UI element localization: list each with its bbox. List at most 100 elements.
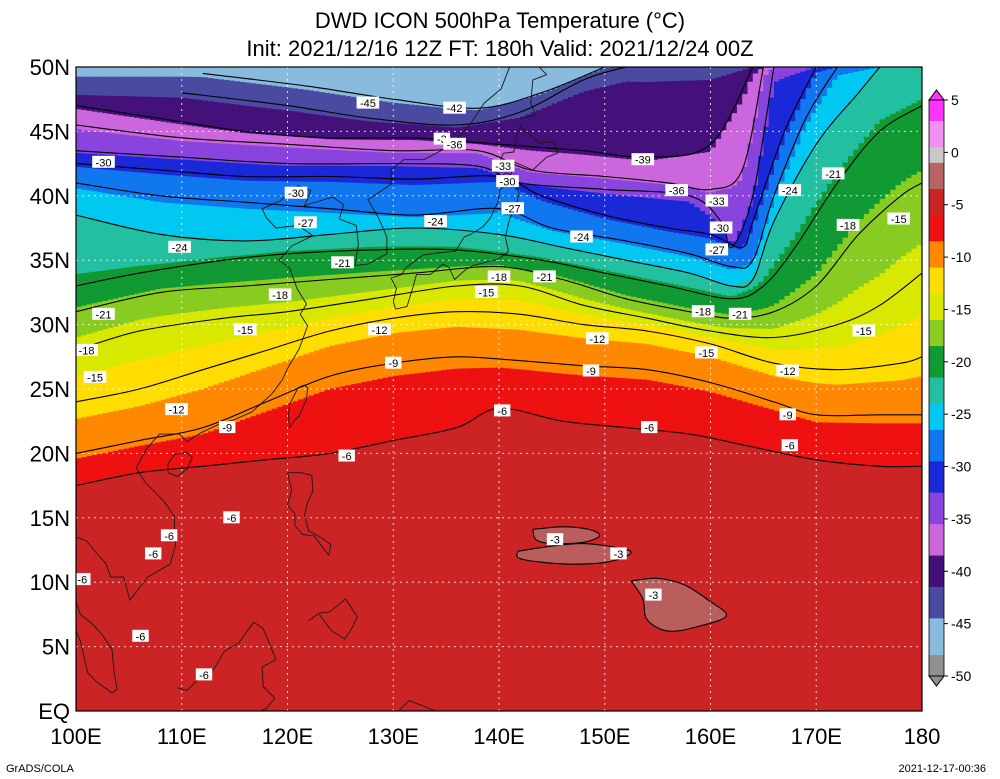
contour-label: -30 <box>284 186 308 200</box>
coastline <box>398 700 436 711</box>
plot-frame <box>75 66 923 712</box>
contour-label: -6 <box>76 573 91 587</box>
contour-label: -33 <box>705 194 729 208</box>
contour-label: -36 <box>665 184 688 198</box>
isotherm <box>181 67 627 126</box>
lon-tick-label: 170E <box>791 724 842 749</box>
contour-labels: -45 -42 -3 -36 -33 -30 -39 -36 -33 -30 -30 -27 -27 -2… <box>76 96 910 682</box>
lon-tick-label: 110E <box>157 724 207 749</box>
isotherm <box>76 67 817 249</box>
isotherm <box>76 272 922 351</box>
colorbar: 5 0 -5 -10 -15 -20 -25 -30 -35 -40 -45 -50 <box>928 89 971 687</box>
lat-tick-label: 30N <box>30 313 70 338</box>
contour-label: -12 <box>165 403 188 417</box>
lat-tick-label: 15N <box>30 506 70 531</box>
coastline <box>308 598 358 640</box>
contour-label: -6 <box>160 529 178 543</box>
contour-label: -12 <box>776 364 799 378</box>
contour-label: -3 <box>546 533 564 547</box>
colorbar-tick-label: -40 <box>951 563 971 579</box>
coastline <box>287 472 332 556</box>
contour-label: -6 <box>145 547 162 561</box>
contour-label: -36 <box>443 137 466 151</box>
lat-tick-label: 20N <box>30 441 70 466</box>
isotherm <box>202 67 606 109</box>
axis-labels: EQ 5N 10N 15N 20N 25N 30N 35N 40N 45N 50N 100E 110E 1… <box>30 55 941 749</box>
contour-label: -6 <box>223 511 240 525</box>
coastline <box>520 67 548 119</box>
contour-label: -45 <box>356 96 380 110</box>
colorbar-tick-label: 0 <box>951 144 959 160</box>
colorbar-tick-label: 5 <box>951 92 959 108</box>
map-subtitle: Init: 2021/12/16 12Z FT: 180h Valid: 202… <box>246 36 754 61</box>
contour-label: -21 <box>821 167 845 181</box>
lon-tick-label: 180 <box>904 724 941 749</box>
lat-tick-label: 45N <box>30 119 70 144</box>
contour-label: -21 <box>728 307 752 321</box>
colorbar-tick-label: -10 <box>951 249 971 265</box>
contour-label: -9 <box>779 408 796 422</box>
colorbar-tick-label: -45 <box>951 616 971 632</box>
contour-label: -24 <box>424 215 447 229</box>
contour-label: -6 <box>338 449 355 463</box>
lat-tick-label: 25N <box>30 377 70 402</box>
contour-label: -27 <box>705 243 729 257</box>
warm-pocket <box>516 543 632 565</box>
map-title: DWD ICON 500hPa Temperature (°C) <box>314 8 686 33</box>
software-credit: GrADS/COLA <box>6 763 74 775</box>
contour-label: -15 <box>475 285 498 299</box>
contour-label: -39 <box>631 153 655 167</box>
lon-tick-label: 130E <box>368 724 419 749</box>
contour-label: -12 <box>586 332 609 346</box>
contour-label: -21 <box>533 270 556 284</box>
contour-label: -24 <box>570 230 593 244</box>
contour-label: -27 <box>501 202 524 216</box>
contour-label: -24 <box>778 184 802 198</box>
contour-label: -6 <box>781 439 798 453</box>
lat-tick-label: 10N <box>30 570 70 595</box>
isotherm <box>76 356 922 454</box>
lat-tick-label: EQ <box>38 699 70 724</box>
contour-label: -6 <box>195 668 213 682</box>
contour-label: -30 <box>92 155 115 169</box>
contour-label: -12 <box>368 323 391 337</box>
contour-label: -6 <box>641 421 658 435</box>
colorbar-tick-label: -50 <box>951 668 971 684</box>
contour-label: -9 <box>385 356 402 370</box>
contour-label: -6 <box>494 404 511 418</box>
contour-label: -30 <box>709 221 733 235</box>
contour-label: -6 <box>132 629 149 643</box>
colorbar-min-arrow <box>928 675 945 687</box>
coastline <box>76 67 511 601</box>
contour-label: -9 <box>219 421 236 435</box>
isotherm <box>76 67 838 269</box>
lat-tick-label: 35N <box>30 248 70 273</box>
lon-tick-label: 160E <box>685 724 736 749</box>
lon-tick-label: 100E <box>50 724 101 749</box>
contour-label: -18 <box>268 288 292 302</box>
lat-tick-label: 40N <box>30 184 70 209</box>
contour-label: -18 <box>76 343 98 357</box>
contour-label: -30 <box>496 175 519 189</box>
contour-label: -15 <box>887 212 910 226</box>
contour-label: -21 <box>92 307 115 321</box>
contour-label: -24 <box>168 240 191 254</box>
coastline <box>167 451 193 478</box>
isotherm <box>76 182 922 319</box>
coastline <box>390 178 520 310</box>
colorbar-tick-label: -35 <box>951 511 971 527</box>
lat-tick-label: 50N <box>30 55 70 80</box>
lon-tick-label: 140E <box>473 724 524 749</box>
contour-label: -27 <box>294 216 317 230</box>
contour-label: -18 <box>487 270 511 284</box>
isotherm <box>76 67 881 288</box>
isotherm-contours <box>76 67 922 632</box>
colorbar-tick-label: -20 <box>951 354 971 370</box>
contour-label: -33 <box>491 159 515 173</box>
contour-label: -15 <box>83 370 107 384</box>
contour-label: -9 <box>582 364 600 378</box>
contour-label: -3 <box>610 547 627 561</box>
colorbar-tick-label: -30 <box>951 459 971 475</box>
isotherm-closed <box>630 577 727 632</box>
